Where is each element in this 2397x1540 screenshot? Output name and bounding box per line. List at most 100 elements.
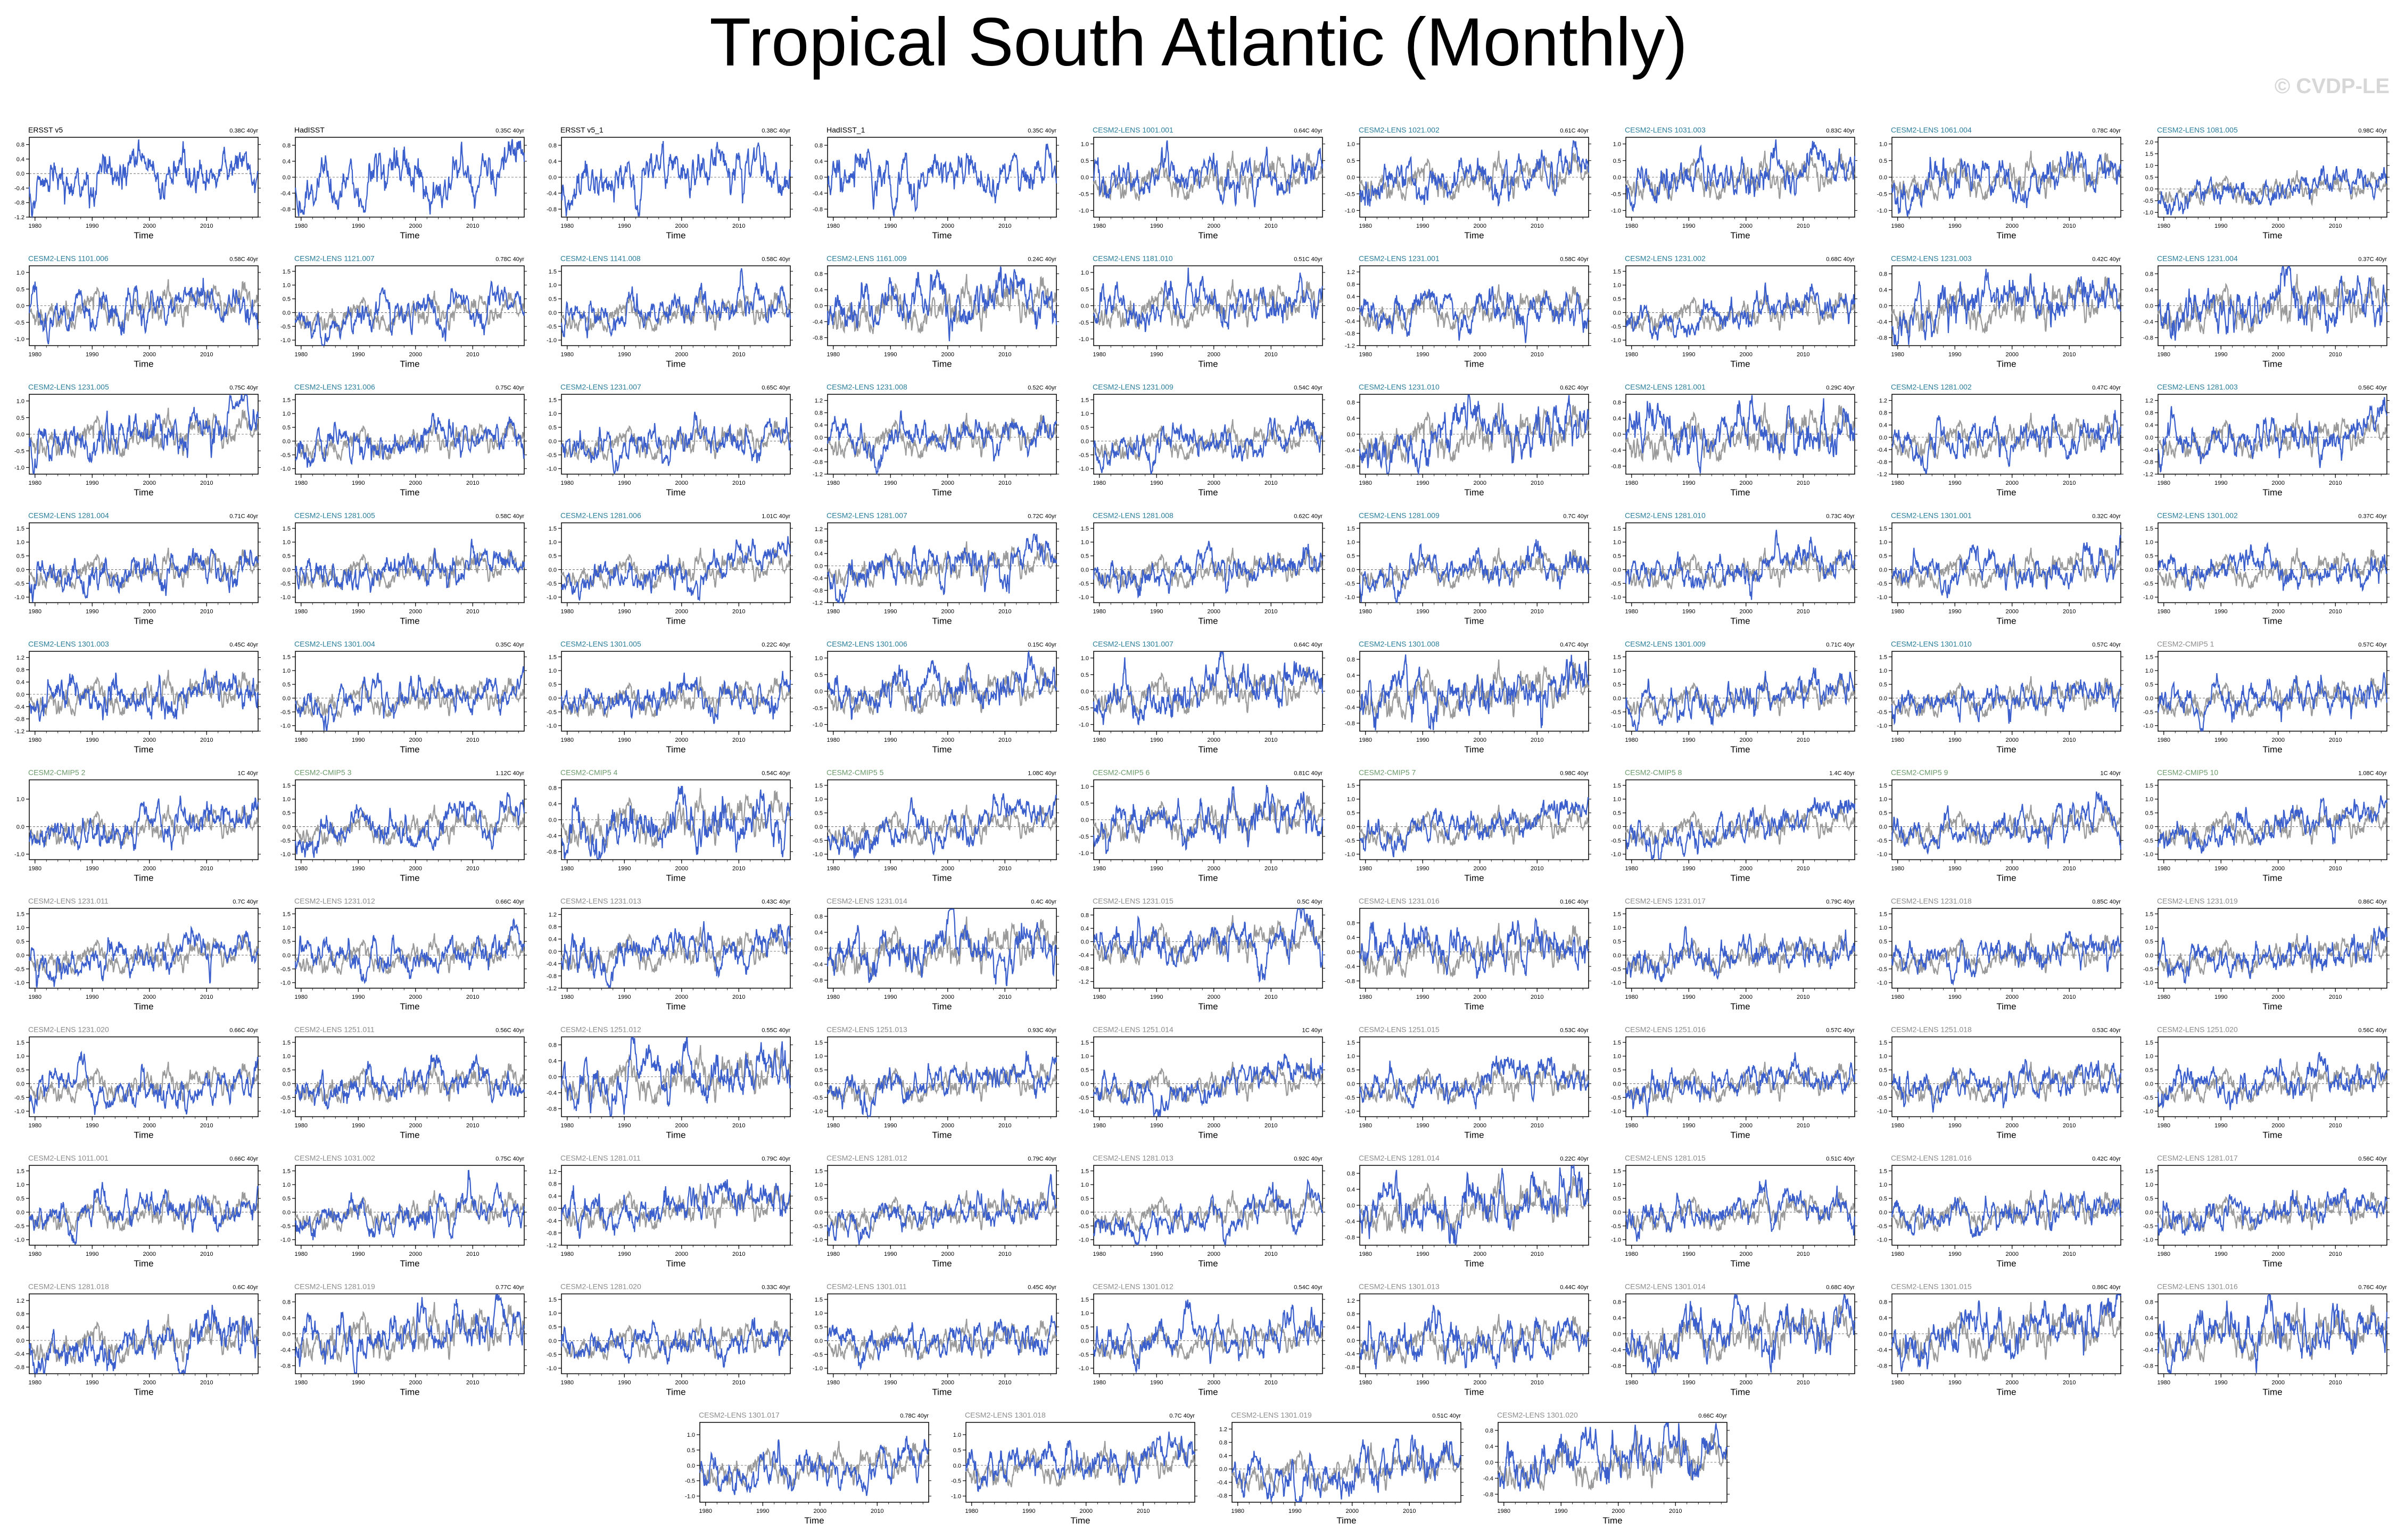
y-tick-label: 0.5 [2145,810,2153,817]
model-series-line [1093,541,1324,599]
x-axis-label: Time [666,487,685,498]
x-axis-label: Time [1464,1130,1484,1140]
x-tick-label: 1990 [1022,1508,1035,1514]
chart-panel: CESM2-LENS 1101.006 0.58C 40yr -1.0 -0.5 0.0… [14,254,261,369]
y-tick-label: 0.4 [1347,1324,1355,1331]
y-tick-label: 1.0 [1613,668,1621,674]
x-tick-label: 1990 [2214,737,2227,743]
x-tick-label: 1980 [561,609,574,615]
y-tick-label: 1.0 [16,399,24,405]
y-tick-label: 0.0 [549,567,557,573]
y-tick-label: 1.0 [2145,163,2153,169]
chart-panel: CESM2-LENS 1281.002 0.47C 40yr -1.2 -0.8 -0.… [1877,383,2123,498]
panel-title: CESM2-LENS 1281.003 [2157,383,2238,391]
x-axis-label: Time [1464,1001,1484,1012]
panel-title: CESM2-LENS 1281.008 [1093,511,1173,520]
plot-frame [1625,908,1855,989]
y-tick-label: 1.0 [549,411,557,417]
y-tick-label: 0.8 [2145,410,2153,417]
y-tick-label: -0.8 [280,1363,291,1370]
x-axis-label: Time [932,1130,952,1140]
chart-panel: CESM2-CMIP5 9 1C 40yr -1.0 -0.5 0.0 0.5 1.0 1.5… [1877,768,2123,883]
x-tick-label: 2000 [143,866,156,872]
panel-title: CESM2-LENS 1231.012 [294,897,375,905]
y-tick-label: 0.5 [1879,939,1887,945]
y-tick-label: 0.0 [16,171,24,177]
y-tick-label: 1.0 [283,668,291,674]
y-tick-label: -1.0 [2143,723,2153,730]
panel-title: CESM2-LENS 1281.018 [28,1282,109,1291]
x-tick-label: 2010 [1797,352,1809,358]
x-tick-label: 2000 [1474,866,1486,872]
x-tick-label: 1990 [618,352,631,358]
y-tick-label: 1.0 [2145,668,2153,674]
y-tick-label: -1.2 [1079,979,1089,986]
y-tick-label: 1.5 [1081,397,1089,403]
observed-series-line [1093,151,1324,201]
y-tick-label: -0.8 [2143,459,2153,466]
y-tick-label: -1.2 [1345,343,1355,350]
x-tick-label: 1980 [29,352,42,358]
x-tick-label: 2000 [1080,1508,1093,1514]
model-series-line [826,650,1057,720]
y-tick-label: 1.0 [1879,1182,1887,1188]
x-tick-label: 2010 [1531,609,1543,615]
model-series-line [1359,394,1590,476]
y-tick-label: 1.5 [1613,783,1621,789]
x-tick-label: 1980 [1891,352,1904,358]
x-axis-label: Time [2262,359,2282,369]
chart-panel: CESM2-LENS 1231.006 0.75C 40yr -1.0 -0.5 0.0… [280,383,527,498]
panel-title: CESM2-LENS 1281.009 [1359,511,1440,520]
trend-label: 0.71C 40yr [1826,642,1855,648]
trend-label: 0.51C 40yr [1826,1156,1855,1162]
y-tick-label: 0.0 [2145,186,2153,193]
model-series-line [2157,1187,2388,1236]
y-tick-label: 0.0 [1613,310,1621,316]
y-tick-label: 0.0 [283,567,291,573]
x-tick-label: 1980 [561,1251,574,1257]
y-tick-label: -0.5 [1877,1223,1887,1230]
y-tick-label: -0.8 [547,1230,557,1237]
y-tick-label: 1.0 [687,1432,695,1438]
x-tick-label: 1980 [29,1251,42,1257]
x-tick-label: 1990 [1682,352,1695,358]
trend-label: 0.37C 40yr [2358,514,2387,520]
y-tick-label: 0.0 [549,310,557,316]
y-tick-label: -1.0 [1079,1237,1089,1244]
trend-label: 0.71C 40yr [229,514,258,520]
y-tick-label: 1.0 [815,1182,823,1188]
panel-title: CESM2-LENS 1231.015 [1093,897,1173,905]
x-tick-label: 2010 [2063,352,2076,358]
y-tick-label: 0.5 [1613,158,1621,164]
y-tick-label: -0.5 [813,838,823,844]
panel-title: CESM2-LENS 1231.009 [1093,383,1173,391]
model-series-line [1359,140,1590,207]
y-tick-label: -0.5 [14,1223,24,1230]
x-tick-label: 2010 [1797,1251,1809,1257]
x-tick-label: 1990 [86,480,98,486]
y-tick-label: -1.0 [547,466,557,473]
x-axis-label: Time [1198,873,1218,883]
observed-series-line [560,291,791,333]
y-tick-label: 0.5 [1347,158,1355,164]
y-tick-label: -1.0 [547,337,557,344]
panel-title: CESM2-LENS 1001.001 [1093,126,1173,134]
x-tick-label: 2010 [1264,866,1277,872]
y-tick-label: -0.5 [685,1478,695,1485]
y-tick-label: -0.5 [813,705,823,711]
model-series-line [2157,672,2388,733]
x-tick-label: 1980 [295,352,308,358]
model-series-line [28,139,259,219]
x-tick-label: 2010 [732,994,745,1000]
chart-panel: ERSST v5_1 0.38C 40yr -0.8 -0.4 0.0 0.4 0.8 198… [547,126,793,241]
y-tick-label: 0.4 [815,287,823,294]
trend-label: 0.56C 40yr [2358,1028,2387,1034]
y-tick-label: 0.0 [1613,432,1621,438]
x-tick-label: 1990 [1150,1123,1163,1129]
y-tick-label: 0.8 [16,142,24,148]
y-tick-label: -1.0 [1877,1237,1887,1244]
trend-label: 0.7C 40yr [1563,514,1589,520]
y-tick-label: 0.0 [815,946,823,952]
x-tick-label: 1980 [1891,737,1904,743]
x-axis-label: Time [1730,616,1750,626]
